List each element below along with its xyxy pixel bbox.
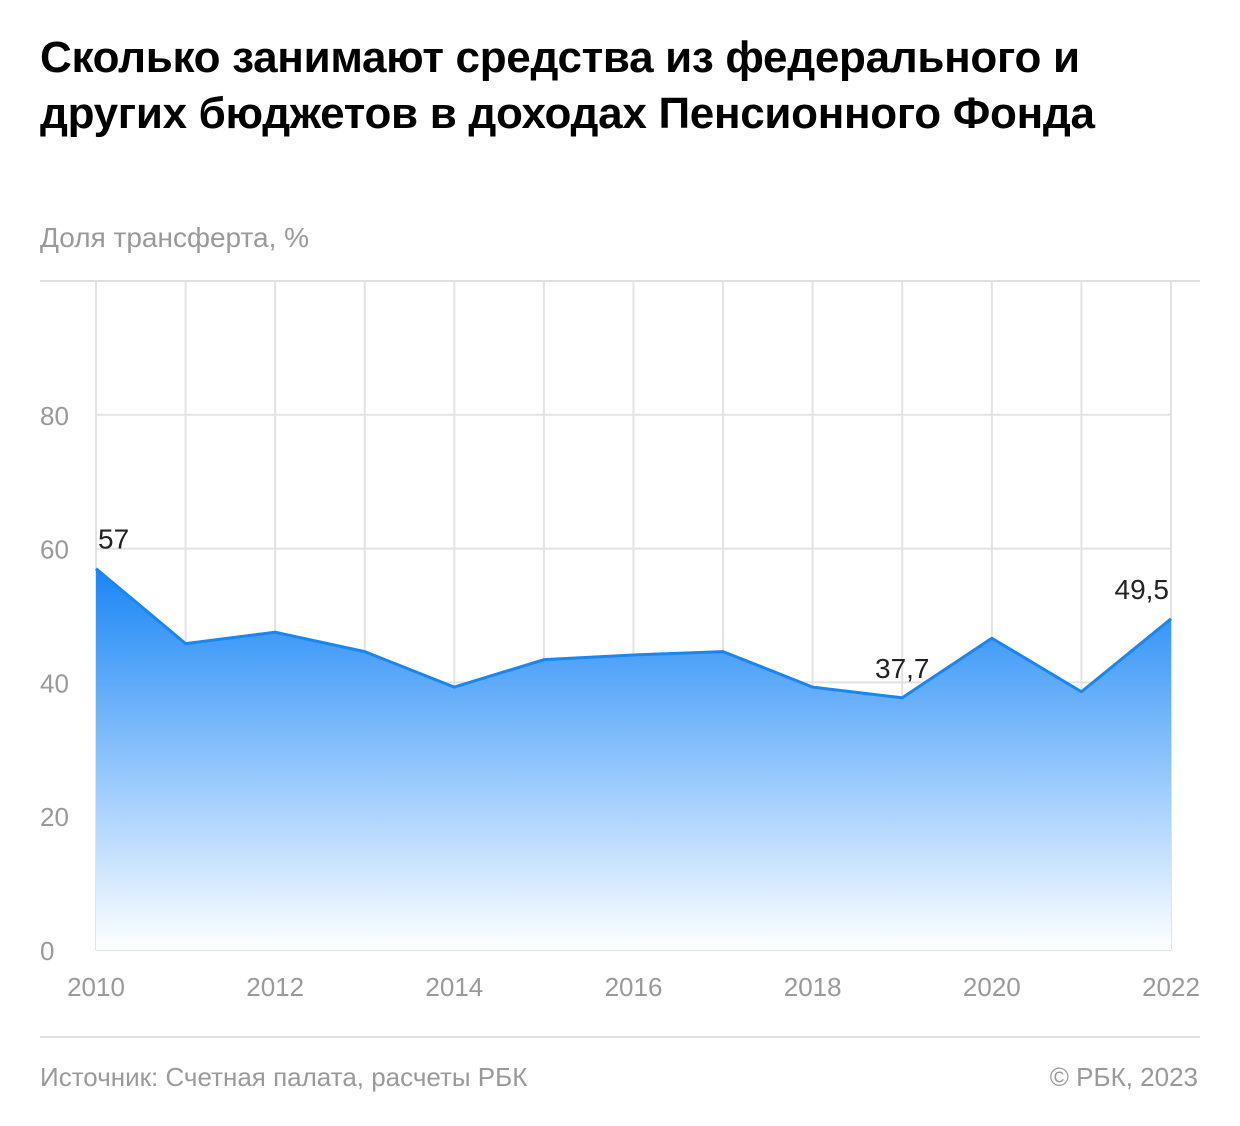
x-tick-label: 2016 (605, 972, 663, 1002)
data-label: 49,5 (1115, 574, 1170, 605)
area-series (95, 567, 1172, 950)
x-tick-label: 2010 (67, 972, 125, 1002)
x-tick-label: 2012 (246, 972, 304, 1002)
data-label: 57 (98, 524, 129, 555)
chart-subtitle: Доля трансферта, % (40, 222, 310, 253)
y-tick-label: 20 (40, 802, 69, 832)
copyright-note: © РБК, 2023 (1049, 1062, 1198, 1092)
x-tick-label: 2020 (963, 972, 1021, 1002)
labels: 0 20 40 60 80 2010 2012 2014 2016 2018 2020 2022 57 3… (40, 401, 1200, 1002)
data-label: 37,7 (875, 653, 930, 684)
area-fill (96, 568, 1171, 950)
y-tick-label: 0 (40, 936, 54, 966)
top-divider (40, 280, 1200, 282)
y-tick-label: 80 (40, 401, 69, 431)
bottom-divider (40, 1036, 1200, 1038)
x-tick-label: 2014 (425, 972, 483, 1002)
chart-title: Сколько занимают средства из федеральног… (40, 33, 1095, 138)
y-tick-label: 40 (40, 668, 69, 698)
x-tick-label: 2022 (1142, 972, 1200, 1002)
y-tick-label: 60 (40, 535, 69, 565)
source-note: Источник: Счетная палата, расчеты РБК (40, 1062, 528, 1092)
x-tick-label: 2018 (784, 972, 842, 1002)
